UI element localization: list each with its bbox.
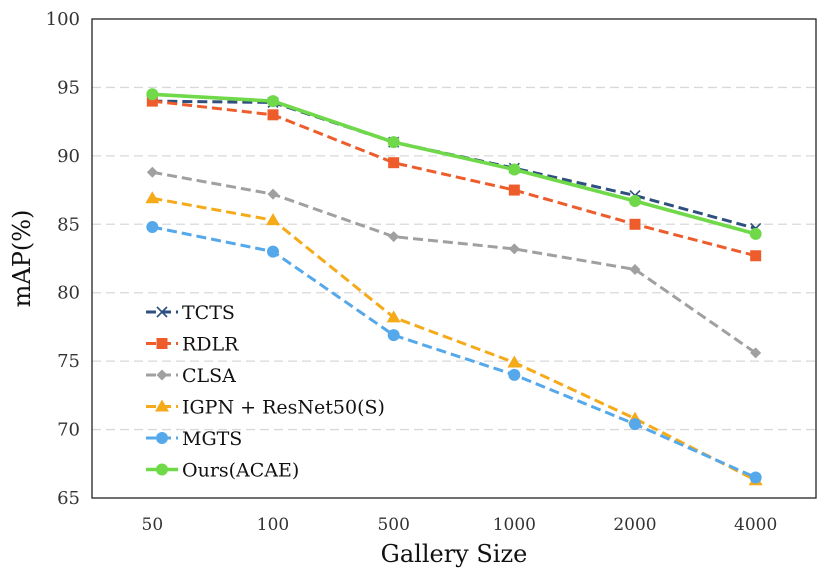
- series-rdlr: [146, 95, 762, 262]
- legend-item: IGPN + ResNet50(S): [146, 397, 385, 419]
- legend-marker: [156, 369, 168, 381]
- y-axis-title: mAP(%): [8, 210, 36, 308]
- data-point: [629, 218, 641, 230]
- legend-label: Ours(ACAE): [182, 460, 299, 482]
- data-point: [508, 368, 521, 381]
- data-point: [146, 88, 159, 101]
- data-point: [749, 471, 762, 484]
- data-point: [750, 347, 762, 359]
- data-point: [629, 418, 641, 431]
- data-point: [508, 163, 521, 176]
- series-line: [152, 99, 757, 258]
- legend-item: TCTS: [146, 302, 235, 324]
- y-tick-label: 95: [57, 77, 80, 98]
- data-point: [750, 250, 762, 262]
- series-mgts: [146, 221, 762, 484]
- series-clsa: [146, 166, 762, 359]
- legend-marker: [155, 399, 169, 412]
- legend-marker: [156, 463, 168, 476]
- legend-item: Ours(ACAE): [146, 460, 299, 482]
- legend-label: CLSA: [182, 365, 236, 387]
- data-point: [145, 191, 160, 204]
- data-point: [267, 245, 279, 258]
- legend-item: CLSA: [146, 365, 236, 387]
- data-point: [387, 329, 400, 342]
- y-tick-label: 80: [57, 283, 80, 304]
- data-point: [267, 188, 279, 200]
- x-tick-label: 1000: [493, 515, 536, 535]
- legend: TCTS RDLR CLSA IGPN + ResNet50(S) MGTS Ours(A…: [146, 302, 385, 482]
- series-line: [152, 225, 757, 479]
- y-axis-tick-labels: 65 70 75 80 85 90 95 100: [46, 9, 80, 509]
- y-tick-label: 75: [57, 351, 80, 372]
- data-point: [507, 355, 522, 368]
- legend-item: MGTS: [146, 428, 242, 450]
- series-line: [152, 170, 757, 355]
- legend-marker: [156, 432, 168, 444]
- grid-lines: [92, 86, 816, 431]
- x-tick-label: 100: [257, 515, 289, 535]
- y-tick-label: 100: [46, 9, 80, 30]
- series-tcts: [146, 95, 762, 234]
- series-line: [152, 92, 757, 236]
- data-point: [267, 109, 279, 121]
- x-tick-label: 2000: [613, 515, 656, 535]
- legend-label: TCTS: [182, 302, 235, 324]
- x-tick-label: 50: [142, 515, 164, 535]
- data-point: [629, 263, 641, 275]
- data-point: [267, 95, 279, 108]
- data-point: [146, 166, 158, 178]
- data-point: [388, 157, 400, 169]
- series-ours-acae-: [146, 88, 762, 240]
- legend-label: IGPN + ResNet50(S): [182, 397, 385, 419]
- legend-item: RDLR: [146, 334, 239, 356]
- legend-marker: [156, 338, 168, 349]
- data-point: [146, 221, 159, 234]
- data-point: [387, 136, 400, 149]
- data-point: [629, 195, 641, 208]
- data-series: [145, 88, 763, 486]
- data-point: [508, 243, 520, 255]
- data-point: [146, 95, 158, 107]
- data-point: [266, 213, 280, 226]
- y-tick-label: 90: [57, 146, 80, 167]
- legend-label: RDLR: [182, 334, 239, 356]
- data-point: [749, 227, 762, 240]
- x-axis-tick-labels: 50 100 500 1000 2000 4000: [142, 515, 778, 535]
- data-point: [508, 184, 520, 196]
- legend-label: MGTS: [182, 428, 242, 450]
- y-tick-label: 85: [57, 214, 80, 235]
- x-tick-label: 4000: [734, 515, 777, 535]
- legend-marker: [156, 306, 168, 318]
- plot-area-frame: [91, 18, 817, 499]
- y-tick-label: 65: [57, 488, 80, 509]
- x-axis-title: Gallery Size: [381, 540, 528, 568]
- y-tick-label: 70: [57, 420, 80, 441]
- x-tick-label: 500: [377, 515, 409, 535]
- data-point: [386, 310, 401, 323]
- data-point: [388, 231, 400, 243]
- series-line: [152, 196, 757, 482]
